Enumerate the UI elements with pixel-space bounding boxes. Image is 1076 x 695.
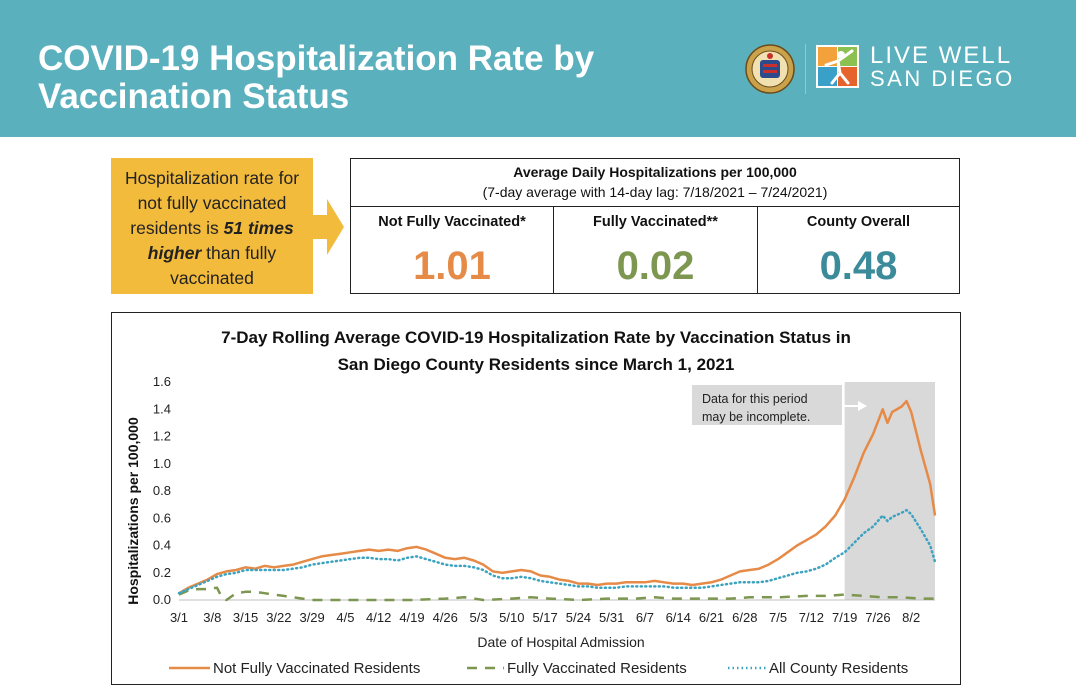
stat-label: Fully Vaccinated** — [593, 214, 718, 230]
stats-table: Average Daily Hospitalizations per 100,0… — [350, 158, 960, 294]
callout-line1: Hospitalization rate for — [124, 168, 300, 188]
series-line-all-county — [177, 508, 937, 595]
series-lines — [177, 399, 937, 602]
logo-divider — [805, 44, 806, 94]
x-tick-label: 6/28 — [732, 610, 757, 625]
y-tick-label: 0.6 — [153, 510, 171, 525]
x-tick-label: 3/22 — [266, 610, 291, 625]
x-tick-label: 7/12 — [799, 610, 824, 625]
callout-line3: residents is 51 times — [111, 216, 313, 241]
page-title: COVID-19 Hospitalization Rate by Vaccina… — [38, 40, 678, 116]
stat-label: County Overall — [806, 214, 911, 230]
stat-value: 0.02 — [616, 244, 695, 288]
y-tick-label: 1.0 — [153, 456, 171, 471]
stat-label: Not Fully Vaccinated* — [378, 214, 526, 230]
x-axis-label: Date of Hospital Admission — [477, 634, 644, 650]
stat-value: 1.01 — [413, 244, 491, 288]
county-seal-icon — [745, 44, 795, 94]
callout-text: Hospitalization rate for not fully vacci… — [111, 166, 313, 291]
stats-subtitle: (7-day average with 14-day lag: 7/18/202… — [482, 184, 828, 200]
x-tick-label: 5/17 — [532, 610, 557, 625]
x-tick-label: 8/2 — [902, 610, 920, 625]
x-tick-label: 6/14 — [666, 610, 691, 625]
y-tick-label: 0.8 — [153, 483, 171, 498]
stat-value: 0.48 — [819, 244, 898, 288]
logo-text-live-well: LIVE WELL — [870, 42, 1013, 69]
x-tick-label: 4/12 — [366, 610, 391, 625]
legend-label-not-fully-vaccinated: Not Fully Vaccinated Residents — [213, 660, 420, 677]
x-tick-label: 4/19 — [399, 610, 424, 625]
page-title-line1: COVID-19 Hospitalization Rate by — [38, 39, 595, 78]
y-tick-label: 0.2 — [153, 565, 171, 580]
stats-divider — [351, 206, 959, 207]
stat-cell-fully-vaccinated: Fully Vaccinated** 0.02 — [554, 206, 758, 294]
x-tick-label: 4/26 — [433, 610, 458, 625]
callout-line5: vaccinated — [170, 268, 254, 288]
callout-line3-prefix: residents is — [130, 218, 224, 238]
annotation-line2: may be incomplete. — [702, 410, 810, 424]
x-tick-label: 7/19 — [832, 610, 857, 625]
x-tick-label: 5/31 — [599, 610, 624, 625]
callout-arrow-icon — [313, 199, 344, 255]
series-line-not-fully-vaccinated — [178, 399, 937, 595]
x-tick-label: 5/10 — [499, 610, 524, 625]
series-line-fully-vaccinated — [178, 586, 935, 602]
x-tick-label: 4/5 — [336, 610, 354, 625]
x-tick-label: 7/26 — [865, 610, 890, 625]
page-title-line2: Vaccination Status — [38, 77, 350, 116]
y-tick-labels: 0.0 0.2 0.4 0.6 0.8 1.0 1.2 1.4 1.6 — [153, 374, 171, 607]
x-tick-labels: 3/1 3/8 3/15 3/22 3/29 4/5 4/12 4/19 4/26 5/3 5/10… — [170, 610, 920, 625]
x-tick-label: 6/7 — [636, 610, 654, 625]
logo-text-san-diego: SAN DIEGO — [870, 66, 1015, 91]
x-tick-label: 3/29 — [299, 610, 324, 625]
stat-cell-county-overall: County Overall 0.48 — [758, 206, 959, 294]
chart-container: Data for this period may be incomplete. … — [111, 312, 961, 685]
x-tick-label: 3/15 — [233, 610, 258, 625]
callout-emphasis-higher: higher — [147, 243, 202, 263]
x-tick-label: 7/5 — [769, 610, 787, 625]
stat-cell-not-fully-vaccinated: Not Fully Vaccinated* 1.01 — [351, 206, 554, 294]
callout-line4: higher than fully — [111, 241, 313, 266]
chart-title-line2: San Diego County Residents since March 1… — [338, 355, 735, 374]
x-tick-label: 5/24 — [566, 610, 591, 625]
y-tick-label: 1.6 — [153, 374, 171, 389]
live-well-logo-icon — [816, 45, 859, 88]
annotation-box — [692, 385, 842, 425]
legend: Not Fully Vaccinated Residents Fully Vac… — [169, 660, 908, 677]
x-tick-label: 5/3 — [470, 610, 488, 625]
line-chart: Data for this period may be incomplete. … — [125, 328, 937, 677]
legend-label-all-county: All County Residents — [769, 660, 908, 677]
x-tick-label: 3/8 — [203, 610, 221, 625]
y-axis-label: Hospitalizations per 100,000 — [125, 417, 141, 605]
header-banner — [0, 0, 1076, 137]
y-tick-label: 0.0 — [153, 592, 171, 607]
x-tick-label: 3/1 — [170, 610, 188, 625]
annotation-arrowhead — [858, 401, 867, 411]
y-tick-label: 1.4 — [153, 401, 171, 416]
legend-label-fully-vaccinated: Fully Vaccinated Residents — [507, 660, 687, 677]
chart-title-line1: 7-Day Rolling Average COVID-19 Hospitali… — [221, 328, 851, 347]
callout-line2: not fully vaccinated — [137, 193, 287, 213]
x-tick-label: 6/21 — [699, 610, 724, 625]
callout-box — [111, 158, 313, 294]
stats-title: Average Daily Hospitalizations per 100,0… — [513, 164, 797, 180]
callout-emphasis-51-times: 51 times — [223, 218, 294, 238]
y-tick-label: 1.2 — [153, 429, 171, 444]
y-tick-label: 0.4 — [153, 538, 171, 553]
callout-line4-suffix: than fully — [201, 243, 277, 263]
annotation-line1: Data for this period — [702, 392, 808, 406]
